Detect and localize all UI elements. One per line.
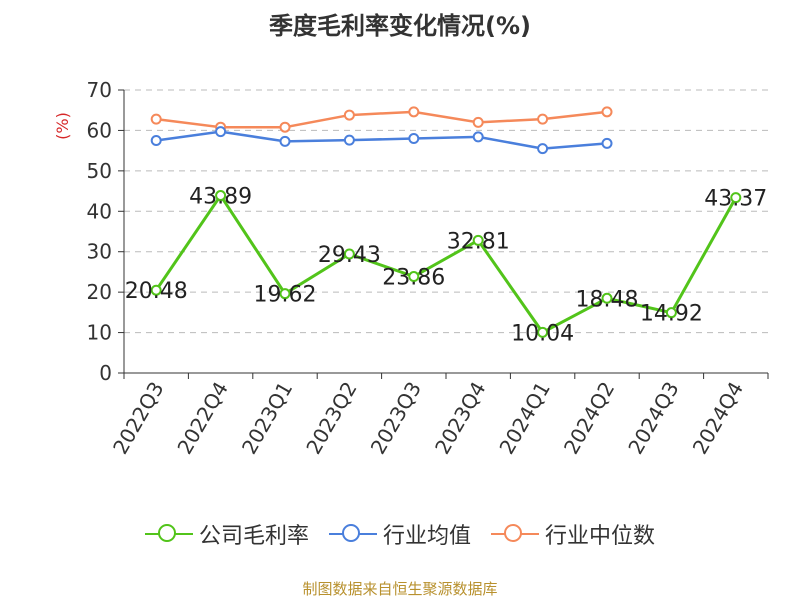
legend-label-company: 公司毛利率 <box>198 524 309 549</box>
data-point <box>343 109 355 121</box>
y-axis-label: (%) <box>53 112 72 140</box>
data-point <box>472 234 484 246</box>
x-tick-label: 2023Q3 <box>366 378 426 459</box>
data-point <box>215 126 227 138</box>
data-label: 10.04 <box>511 321 574 346</box>
legend-marker-company <box>144 523 193 545</box>
series-line-industry-mean <box>156 130 608 150</box>
x-tick-label: 2023Q1 <box>237 378 297 459</box>
y-tick-label: 40 <box>87 199 112 223</box>
data-point <box>665 307 677 319</box>
data-point <box>343 134 355 146</box>
legend-marker-industry-median <box>491 523 539 545</box>
y-tick-label: 10 <box>87 321 112 345</box>
x-tick-label: 2024Q2 <box>559 378 619 459</box>
data-label: 19.62 <box>254 283 317 308</box>
data-point <box>601 292 613 304</box>
data-label: 20.48 <box>125 279 188 304</box>
x-tick-label: 2024Q4 <box>688 378 748 459</box>
data-label: 43.37 <box>704 187 767 212</box>
y-tick-label: 0 <box>99 361 112 385</box>
data-label: 23.86 <box>382 266 445 291</box>
y-tick-label: 50 <box>87 159 112 183</box>
y-tick-label: 60 <box>87 118 112 142</box>
data-point <box>601 137 613 149</box>
x-tick-label: 2024Q3 <box>623 378 683 459</box>
data-point <box>279 121 291 133</box>
data-point <box>150 135 162 147</box>
x-tick-label: 2022Q4 <box>172 378 232 459</box>
y-tick-label: 30 <box>87 240 112 264</box>
x-tick-label: 2024Q1 <box>494 378 554 459</box>
legend-label-industry-mean: 行业均值 <box>382 524 471 549</box>
chart-title: 季度毛利率变化情况(%) <box>269 12 531 40</box>
data-point <box>408 133 420 145</box>
data-source-note: 制图数据来自恒生聚源数据库 <box>302 580 498 598</box>
chart-legend: 公司毛利率 行业均值 行业中位数 <box>0 518 800 550</box>
data-point <box>150 284 162 296</box>
x-tick-label: 2023Q4 <box>430 378 490 459</box>
legend-label-industry-median: 行业中位数 <box>545 524 656 549</box>
legend-item-company[interactable]: 公司毛利率 <box>144 518 309 550</box>
data-point <box>537 143 549 155</box>
y-tick-label: 70 <box>87 78 112 102</box>
data-point <box>408 106 420 118</box>
data-label: 14.92 <box>640 302 703 327</box>
legend-item-industry-mean[interactable]: 行业均值 <box>328 518 471 550</box>
data-point <box>601 106 613 118</box>
data-label: 18.48 <box>576 287 639 312</box>
series-line-industry-median <box>156 110 608 129</box>
data-point <box>472 131 484 143</box>
data-label: 32.81 <box>447 229 510 254</box>
data-point <box>150 113 162 125</box>
data-point <box>730 192 742 204</box>
y-tick-label: 20 <box>87 280 112 304</box>
data-label: 29.43 <box>318 243 381 268</box>
legend-marker-industry-mean <box>328 523 377 545</box>
data-point <box>215 190 227 202</box>
data-point <box>408 271 420 283</box>
data-point <box>279 135 291 147</box>
x-tick-label: 2022Q3 <box>108 378 168 459</box>
data-point <box>343 248 355 260</box>
data-point <box>279 288 291 300</box>
data-point <box>537 326 549 338</box>
x-tick-label: 2023Q2 <box>301 378 361 459</box>
data-point <box>472 116 484 128</box>
data-label: 43.89 <box>189 185 252 210</box>
series-line-company <box>154 192 738 335</box>
data-point <box>537 113 549 125</box>
legend-item-industry-median[interactable]: 行业中位数 <box>491 518 655 550</box>
